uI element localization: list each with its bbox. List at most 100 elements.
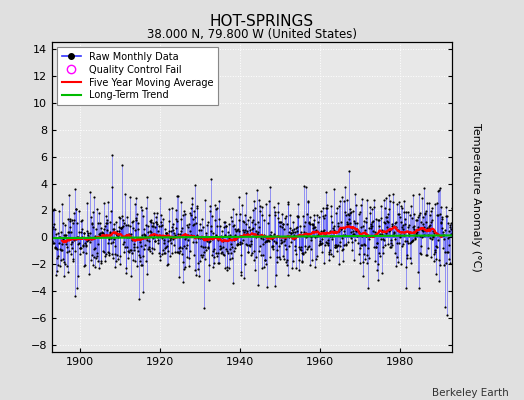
Point xyxy=(261,201,270,208)
Point xyxy=(212,205,221,211)
Point xyxy=(326,232,334,239)
Point xyxy=(215,197,223,204)
Point xyxy=(389,223,398,229)
Point xyxy=(408,215,416,221)
Point xyxy=(270,237,278,244)
Point xyxy=(331,242,339,248)
Point xyxy=(138,262,147,268)
Point xyxy=(274,215,282,221)
Point xyxy=(241,226,249,233)
Point xyxy=(83,228,91,234)
Point xyxy=(290,232,298,238)
Point xyxy=(264,234,272,240)
Point xyxy=(274,208,282,215)
Point xyxy=(216,242,224,249)
Point xyxy=(260,217,268,224)
Point xyxy=(150,224,159,230)
Point xyxy=(192,220,201,226)
Point xyxy=(97,229,106,236)
Point xyxy=(154,228,162,234)
Point xyxy=(439,228,447,235)
Point xyxy=(181,245,190,252)
Point xyxy=(326,202,335,209)
Point xyxy=(64,229,73,236)
Point xyxy=(402,238,411,244)
Point xyxy=(123,214,131,220)
Point xyxy=(414,213,422,220)
Point xyxy=(223,267,231,274)
Point xyxy=(239,237,247,244)
Point xyxy=(396,232,404,238)
Point xyxy=(93,241,102,248)
Point xyxy=(165,218,173,224)
Point xyxy=(135,236,143,242)
Point xyxy=(50,206,58,212)
Point xyxy=(233,241,241,247)
Point xyxy=(174,250,183,256)
Point xyxy=(202,236,211,242)
Point xyxy=(420,224,428,230)
Point xyxy=(331,244,340,250)
Point xyxy=(399,241,408,248)
Point xyxy=(411,234,419,241)
Point xyxy=(387,237,396,244)
Point xyxy=(119,240,127,247)
Point xyxy=(351,219,359,226)
Point xyxy=(84,271,93,278)
Point xyxy=(260,257,269,264)
Point xyxy=(219,250,227,257)
Point xyxy=(372,244,380,250)
Point xyxy=(286,212,294,218)
Point xyxy=(248,216,257,223)
Point xyxy=(386,244,394,250)
Point xyxy=(312,256,321,262)
Point xyxy=(257,235,265,242)
Point xyxy=(406,240,414,246)
Point xyxy=(386,198,394,205)
Point xyxy=(226,246,234,252)
Point xyxy=(169,242,178,248)
Point xyxy=(208,212,216,219)
Point xyxy=(229,206,237,212)
Point xyxy=(336,226,345,233)
Point xyxy=(342,212,351,218)
Point xyxy=(375,250,384,256)
Y-axis label: Temperature Anomaly (°C): Temperature Anomaly (°C) xyxy=(472,123,482,271)
Point xyxy=(284,272,292,278)
Point xyxy=(51,244,60,251)
Point xyxy=(294,201,302,207)
Point xyxy=(65,248,73,254)
Point xyxy=(121,244,129,250)
Point xyxy=(132,194,140,201)
Point xyxy=(155,223,163,229)
Point xyxy=(346,206,354,212)
Point xyxy=(79,242,88,249)
Point xyxy=(179,279,187,285)
Point xyxy=(203,222,212,228)
Point xyxy=(245,224,254,230)
Point xyxy=(236,241,245,247)
Point xyxy=(160,250,168,256)
Point xyxy=(283,256,291,263)
Text: HOT-SPRINGS: HOT-SPRINGS xyxy=(210,14,314,29)
Point xyxy=(128,237,137,243)
Point xyxy=(84,230,92,237)
Point xyxy=(66,218,74,224)
Point xyxy=(350,218,358,224)
Point xyxy=(251,205,259,211)
Point xyxy=(209,230,217,236)
Point xyxy=(367,223,375,229)
Point xyxy=(429,228,437,234)
Point xyxy=(239,275,248,281)
Point xyxy=(311,228,320,234)
Point xyxy=(127,218,136,225)
Point xyxy=(68,239,77,245)
Point xyxy=(149,223,157,229)
Point xyxy=(332,209,341,216)
Point xyxy=(70,216,79,223)
Point xyxy=(350,257,358,264)
Point xyxy=(354,228,363,234)
Point xyxy=(185,210,194,216)
Point xyxy=(373,267,381,273)
Point xyxy=(316,238,324,244)
